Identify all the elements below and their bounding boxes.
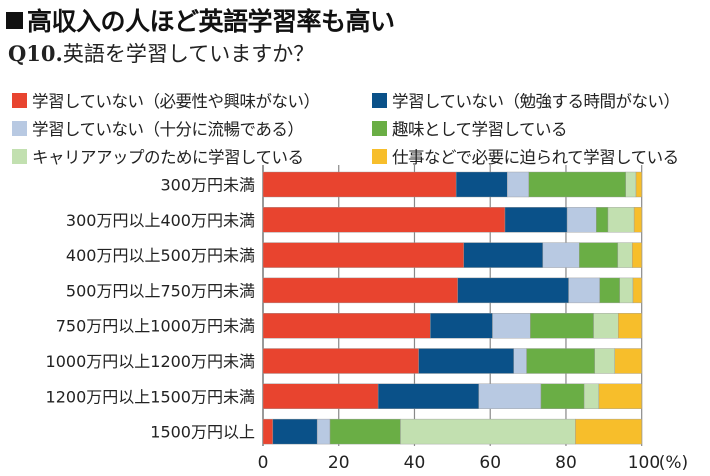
bar-segment <box>262 383 379 409</box>
bar-segment <box>262 348 419 374</box>
category-label: 1200万円以上1500万円未満 <box>46 387 255 406</box>
legend-item: キャリアアップのために学習している <box>12 144 304 168</box>
bar-segment <box>329 418 401 445</box>
category-label: 300万円以上400万円未満 <box>66 211 255 230</box>
bar-segment <box>513 348 527 374</box>
bar-segment <box>568 277 600 304</box>
bar-segment <box>377 383 480 409</box>
legend-swatch <box>372 120 387 136</box>
bar-segment <box>507 171 530 198</box>
category-label: 750万円以上1000万円未満 <box>56 317 255 336</box>
x-tick-label: 60 <box>479 453 501 473</box>
bar-segment <box>262 242 464 268</box>
category-label: 1500万円以上 <box>150 423 255 442</box>
bar-segment <box>625 171 637 198</box>
legend-label: キャリアアップのために学習している <box>32 148 304 167</box>
bar-segment <box>316 418 331 445</box>
bar-segment <box>262 313 431 339</box>
bar-segment <box>635 171 642 198</box>
bar-segment <box>418 348 514 374</box>
legend-label: 趣味として学習している <box>392 120 568 139</box>
bar-segment <box>632 242 642 268</box>
bar-segment <box>542 242 580 268</box>
bar-segment <box>262 418 274 445</box>
bar-segment <box>617 242 633 268</box>
legend-label: 学習していない（勉強する時間がない） <box>392 92 680 111</box>
bar-segment <box>594 348 616 374</box>
bar-segment <box>607 207 635 233</box>
x-tick-label: 80 <box>555 453 577 473</box>
legend-swatch <box>12 92 27 108</box>
bar-segment <box>583 383 600 409</box>
bar-segment <box>633 207 642 233</box>
category-label: 1000万円以上1200万円未満 <box>46 352 255 371</box>
legend-label: 学習していない（十分に流暢である） <box>32 120 304 139</box>
bar-segment <box>400 418 576 445</box>
bar-segment <box>478 383 542 409</box>
bar-segment <box>463 242 544 268</box>
bar-segment <box>599 277 620 304</box>
legend-swatch <box>372 148 387 164</box>
legend-item: 仕事などで必要に迫られて学習している <box>372 144 679 168</box>
bar-segment <box>262 171 457 198</box>
category-label: 300万円未満 <box>160 176 255 195</box>
legend-label: 仕事などで必要に迫られて学習している <box>392 148 679 167</box>
bar-segment <box>596 207 609 233</box>
legend-item: 学習していない（必要性や興味がない） <box>12 88 320 112</box>
bar-segment <box>530 313 594 339</box>
question-number: Q10. <box>8 41 63 66</box>
legend-swatch <box>372 92 387 108</box>
legend-swatch <box>12 120 27 136</box>
bar-segment <box>504 207 568 233</box>
square-bullet-icon <box>6 12 23 29</box>
title-text: 高収入の人ほど英語学習率も高い <box>27 7 395 36</box>
x-tick-label: 0 <box>258 453 269 473</box>
x-tick-label: 20 <box>328 453 350 473</box>
bar-segment <box>632 277 642 304</box>
bar-segment <box>593 313 619 339</box>
bar-segment <box>457 277 569 304</box>
bar-segment <box>598 383 642 409</box>
bar-segment <box>618 313 642 339</box>
bar-segment <box>575 418 642 445</box>
legend-item: 趣味として学習している <box>372 116 568 140</box>
legend-item: 学習していない（十分に流暢である） <box>12 116 304 140</box>
bar-segment <box>528 171 626 198</box>
bar-segment <box>492 313 531 339</box>
bar-segment <box>430 313 493 339</box>
bar-segment <box>540 383 585 409</box>
bar-segment <box>619 277 634 304</box>
x-tick-label: 100 <box>628 453 660 473</box>
bar-segment <box>579 242 619 268</box>
legend-label: 学習していない（必要性や興味がない） <box>32 92 320 111</box>
chart-title: 高収入の人ほど英語学習率も高い <box>6 2 395 38</box>
bar-segment <box>262 277 458 304</box>
legend-swatch <box>12 148 27 164</box>
bar-segment <box>526 348 595 374</box>
bar-segment <box>614 348 642 374</box>
x-unit-label: (%) <box>659 453 688 473</box>
x-tick-label: 40 <box>404 453 426 473</box>
question-subtitle: Q10.英語を学習していますか？ <box>8 38 314 68</box>
category-label: 500万円以上750万円未満 <box>66 281 255 300</box>
legend-item: 学習していない（勉強する時間がない） <box>372 88 680 112</box>
bar-segment <box>566 207 597 233</box>
bar-segment <box>272 418 318 445</box>
bar-segment <box>455 171 508 198</box>
category-label: 400万円以上500万円未満 <box>66 246 255 265</box>
question-text: 英語を学習していますか？ <box>62 42 315 66</box>
bar-segment <box>262 207 506 233</box>
